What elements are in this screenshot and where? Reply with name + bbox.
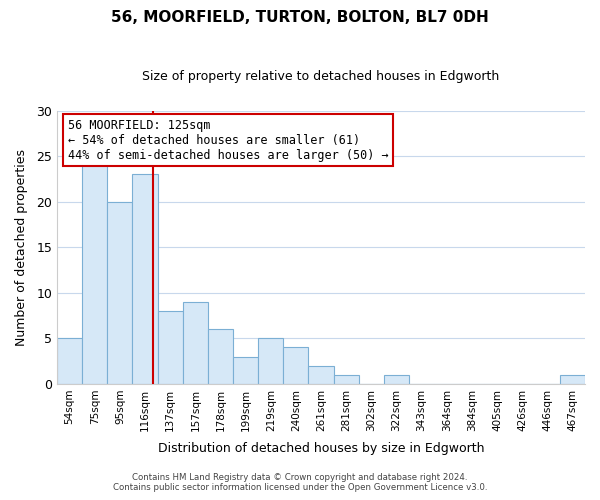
Bar xyxy=(57,338,82,384)
Bar xyxy=(283,348,308,384)
Bar xyxy=(233,356,258,384)
Y-axis label: Number of detached properties: Number of detached properties xyxy=(15,148,28,346)
Bar xyxy=(158,311,183,384)
Bar xyxy=(208,329,233,384)
Text: 56, MOORFIELD, TURTON, BOLTON, BL7 0DH: 56, MOORFIELD, TURTON, BOLTON, BL7 0DH xyxy=(111,10,489,25)
Bar xyxy=(133,174,158,384)
Bar xyxy=(258,338,283,384)
X-axis label: Distribution of detached houses by size in Edgworth: Distribution of detached houses by size … xyxy=(158,442,484,455)
Bar xyxy=(82,156,107,384)
Text: 56 MOORFIELD: 125sqm
← 54% of detached houses are smaller (61)
44% of semi-detac: 56 MOORFIELD: 125sqm ← 54% of detached h… xyxy=(68,119,388,162)
Bar xyxy=(183,302,208,384)
Bar xyxy=(308,366,334,384)
Bar xyxy=(107,202,133,384)
Bar xyxy=(560,375,585,384)
Text: Contains HM Land Registry data © Crown copyright and database right 2024.
Contai: Contains HM Land Registry data © Crown c… xyxy=(113,473,487,492)
Title: Size of property relative to detached houses in Edgworth: Size of property relative to detached ho… xyxy=(142,70,500,83)
Bar xyxy=(384,375,409,384)
Bar xyxy=(334,375,359,384)
